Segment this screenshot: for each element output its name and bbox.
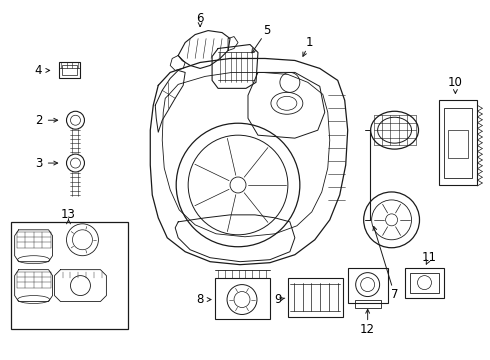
Bar <box>62 66 77 75</box>
Text: 13: 13 <box>61 208 76 221</box>
Text: 5: 5 <box>263 24 270 37</box>
Text: 6: 6 <box>196 12 204 25</box>
Bar <box>215 278 270 319</box>
Bar <box>348 268 388 302</box>
Text: 4: 4 <box>35 64 42 77</box>
Text: 2: 2 <box>35 114 42 127</box>
Bar <box>355 300 381 307</box>
Text: 8: 8 <box>196 293 204 306</box>
Text: 3: 3 <box>35 157 42 170</box>
Bar <box>448 130 468 158</box>
Text: 11: 11 <box>422 251 437 264</box>
Bar <box>11 222 128 329</box>
Text: 7: 7 <box>391 288 398 301</box>
Text: 10: 10 <box>448 76 463 89</box>
Bar <box>405 268 444 298</box>
Bar <box>58 62 80 78</box>
Text: 1: 1 <box>306 36 314 49</box>
Text: 12: 12 <box>360 323 375 336</box>
Bar <box>288 278 343 318</box>
Text: 9: 9 <box>274 293 282 306</box>
Bar <box>440 100 477 185</box>
Bar <box>444 108 472 178</box>
Bar <box>410 273 440 293</box>
